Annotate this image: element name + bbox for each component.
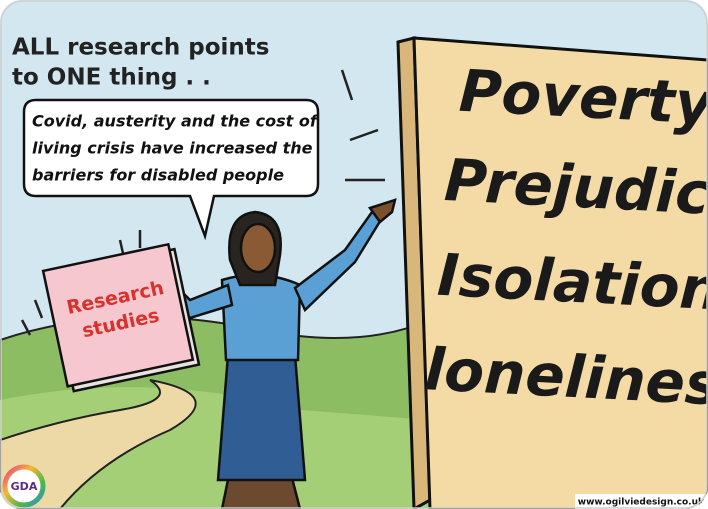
heading: to ONE thing . . xyxy=(12,65,211,91)
page: Poverty Prejudice Isolation loneliness R… xyxy=(0,0,708,509)
scene: Poverty Prejudice Isolation loneliness R… xyxy=(0,0,708,509)
sign-word: Poverty xyxy=(457,57,708,138)
bubble-text: barriers for disabled people xyxy=(32,166,284,185)
bubble-text: Covid, austerity and the cost of xyxy=(32,112,319,131)
book: Research studies xyxy=(43,243,199,392)
bubble-text: living crisis have increased the xyxy=(32,139,313,158)
illustration: Poverty Prejudice Isolation loneliness R… xyxy=(0,0,708,509)
credit: www.ogilviedesign.co.uk xyxy=(578,498,705,508)
heading: ALL research points xyxy=(12,35,269,61)
logo-text: GDA xyxy=(11,480,38,493)
